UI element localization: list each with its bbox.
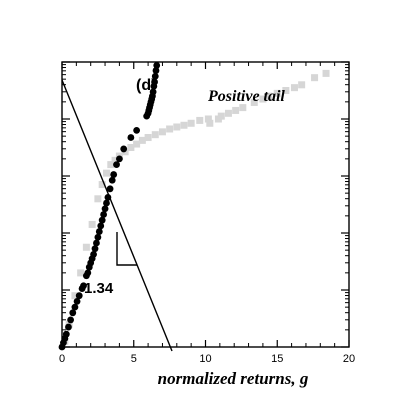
light-point bbox=[239, 104, 247, 112]
x-tick-label: 5 bbox=[131, 353, 137, 365]
light-point bbox=[196, 116, 204, 124]
light-point bbox=[71, 292, 79, 300]
dark-point bbox=[152, 67, 160, 74]
dark-point bbox=[110, 171, 118, 178]
dark-point bbox=[75, 292, 83, 300]
light-point bbox=[133, 140, 141, 148]
light-point bbox=[173, 123, 181, 131]
x-tick-label: 20 bbox=[343, 353, 355, 365]
fit-line-group bbox=[61, 79, 173, 352]
dark-point bbox=[108, 176, 116, 184]
light-point bbox=[322, 69, 330, 77]
dark-point bbox=[120, 145, 128, 153]
dark-point bbox=[149, 88, 157, 96]
dark-point bbox=[91, 245, 99, 253]
light-point bbox=[282, 87, 290, 94]
light-point bbox=[259, 95, 267, 103]
slope-label: 1.34 bbox=[84, 280, 114, 297]
light-point bbox=[298, 81, 306, 89]
dark-point bbox=[106, 185, 114, 193]
light-point bbox=[166, 125, 174, 133]
dark-point bbox=[151, 78, 158, 86]
dark-point bbox=[65, 323, 72, 331]
light-point bbox=[158, 128, 166, 136]
light-point bbox=[102, 169, 110, 177]
axis-ticks bbox=[61, 61, 350, 348]
light-series bbox=[61, 69, 330, 345]
dark-point bbox=[100, 211, 108, 218]
light-point bbox=[290, 84, 298, 92]
dark-point bbox=[69, 309, 77, 317]
x-tick-labels: 0 5 10 15 20 bbox=[59, 353, 355, 365]
dark-point bbox=[103, 199, 110, 207]
light-point bbox=[88, 220, 96, 228]
dark-point bbox=[153, 62, 161, 69]
light-point bbox=[144, 134, 152, 142]
dark-point bbox=[116, 155, 123, 163]
light-point bbox=[94, 195, 102, 203]
fit-line bbox=[61, 79, 173, 352]
dark-point bbox=[80, 282, 87, 290]
dark-point bbox=[67, 316, 75, 324]
dark-point bbox=[97, 222, 105, 230]
light-point bbox=[217, 112, 225, 120]
dark-point bbox=[113, 161, 120, 169]
panel-label: (d) bbox=[136, 77, 156, 94]
dark-point bbox=[73, 298, 81, 305]
light-point bbox=[107, 161, 115, 169]
light-point bbox=[187, 119, 195, 127]
light-point bbox=[82, 243, 90, 251]
x-axis-label: normalized returns, g bbox=[158, 369, 309, 388]
chart-title: Positive tail bbox=[207, 88, 285, 105]
light-point bbox=[311, 74, 319, 82]
dark-point bbox=[62, 330, 70, 338]
x-tick-label: 10 bbox=[199, 353, 211, 365]
light-point bbox=[265, 92, 273, 100]
dark-point bbox=[127, 134, 135, 141]
light-point bbox=[204, 115, 212, 123]
light-point bbox=[206, 119, 214, 127]
dark-point bbox=[104, 193, 112, 201]
light-point bbox=[232, 106, 240, 114]
light-point bbox=[224, 109, 232, 117]
dark-point bbox=[84, 269, 92, 277]
dark-point bbox=[93, 239, 100, 247]
x-tick-label: 0 bbox=[59, 353, 65, 365]
light-point bbox=[111, 156, 119, 164]
dark-point bbox=[101, 205, 109, 213]
dark-point bbox=[133, 126, 141, 134]
light-point bbox=[273, 89, 281, 97]
light-point bbox=[151, 131, 159, 139]
slope-triangle bbox=[116, 232, 137, 266]
dark-point bbox=[94, 233, 102, 241]
light-point bbox=[98, 181, 106, 189]
light-point bbox=[250, 98, 258, 106]
light-point bbox=[180, 121, 188, 129]
dark-series bbox=[58, 62, 161, 351]
dark-point bbox=[90, 250, 97, 258]
dark-point bbox=[151, 72, 159, 80]
dark-point bbox=[95, 228, 103, 235]
x-tick-label: 15 bbox=[271, 353, 283, 365]
light-point bbox=[127, 144, 135, 151]
dark-point bbox=[71, 303, 79, 311]
light-point bbox=[138, 136, 146, 144]
dark-point bbox=[98, 216, 106, 224]
light-point bbox=[77, 269, 85, 277]
